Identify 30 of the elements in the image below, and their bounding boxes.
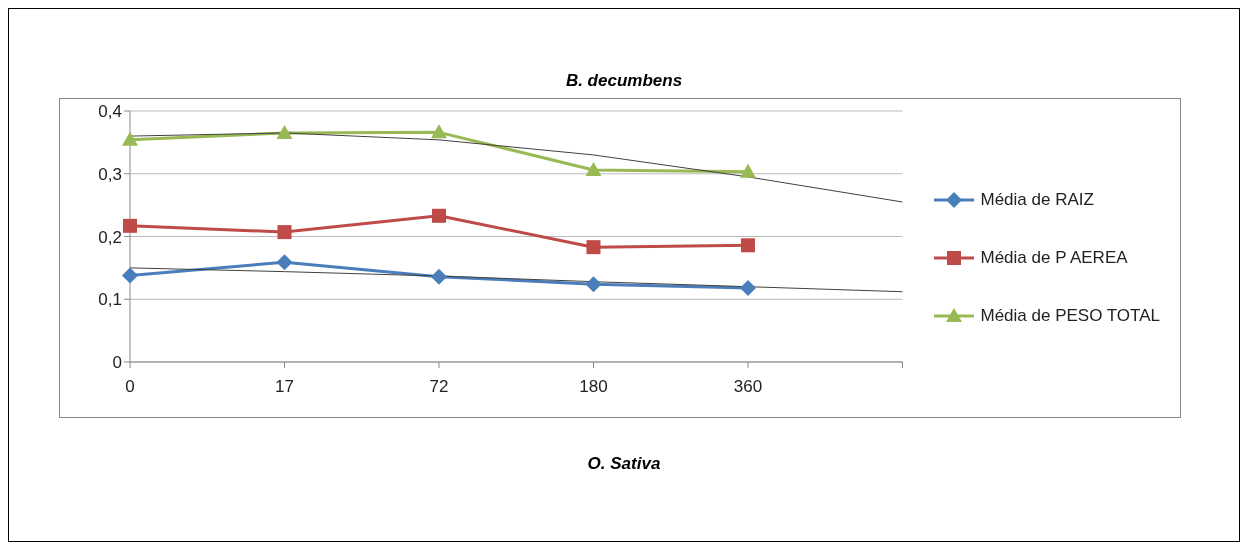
point [740,238,755,253]
point [739,163,756,178]
legend-label: Média de P AEREA [980,248,1128,268]
x-tick-label: 0 [125,377,135,397]
point [431,208,446,223]
point [122,267,138,284]
legend-label: Média de PESO TOTAL [980,306,1160,326]
x-tick-label: 180 [579,377,608,397]
point [585,161,602,176]
point [585,276,602,293]
y-tick-label: 0,3 [98,164,122,184]
point [586,240,601,255]
x-tick-label: 72 [429,377,449,397]
y-tick-label: 0,1 [98,290,122,310]
point [430,124,447,139]
point [277,225,292,240]
point [430,268,447,285]
y-tick-label: 0,4 [98,102,122,122]
point [276,124,293,139]
y-tick-label: 0 [112,353,122,373]
point [739,279,756,296]
point [123,218,137,233]
point [276,254,293,271]
x-tick-label: 17 [275,377,294,397]
x-tick-label: 360 [733,377,763,397]
legend-label: Média de RAIZ [980,190,1094,210]
chart-title: B. decumbens [564,71,684,91]
y-tick-label: 0,2 [98,227,122,247]
text: O. Sativa [586,454,662,474]
point [122,131,138,146]
